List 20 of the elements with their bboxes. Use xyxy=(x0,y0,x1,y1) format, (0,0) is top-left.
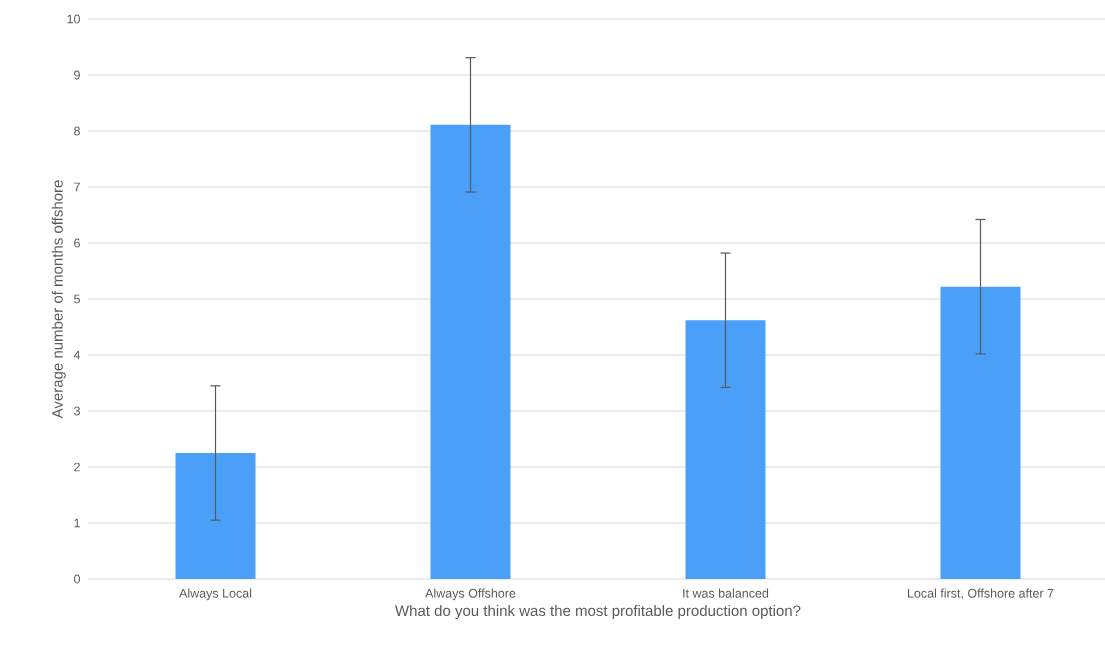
y-tick-label: 4 xyxy=(73,350,81,360)
x-tick-label: Local first, Offshore after 7 xyxy=(907,588,1054,600)
y-tick-label: 3 xyxy=(74,406,80,416)
bar xyxy=(940,286,1021,579)
x-tick-label: It was balanced xyxy=(683,588,769,598)
x-axis-title: What do you think was the most profitable production option? xyxy=(395,605,801,619)
x-tick-label: Always Offshore xyxy=(425,588,516,601)
bar xyxy=(430,124,511,579)
x-tick-label: Always Local xyxy=(179,588,252,601)
y-tick-label: 5 xyxy=(74,294,80,304)
y-tick-label: 0 xyxy=(74,574,80,584)
y-tick-label: 9 xyxy=(74,70,80,80)
y-axis-title: Average number of months offshore xyxy=(51,180,66,419)
y-tick-label: 10 xyxy=(67,14,80,24)
y-tick-label: 6 xyxy=(74,238,80,248)
y-tick-label: 7 xyxy=(74,182,80,192)
bar xyxy=(685,320,766,579)
y-tick-label: 2 xyxy=(74,462,80,472)
y-tick-label: 8 xyxy=(74,126,80,136)
y-tick-label: 1 xyxy=(74,518,80,528)
